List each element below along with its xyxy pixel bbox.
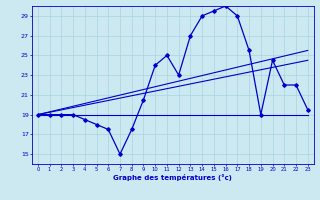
X-axis label: Graphe des températures (°c): Graphe des températures (°c) — [113, 174, 232, 181]
